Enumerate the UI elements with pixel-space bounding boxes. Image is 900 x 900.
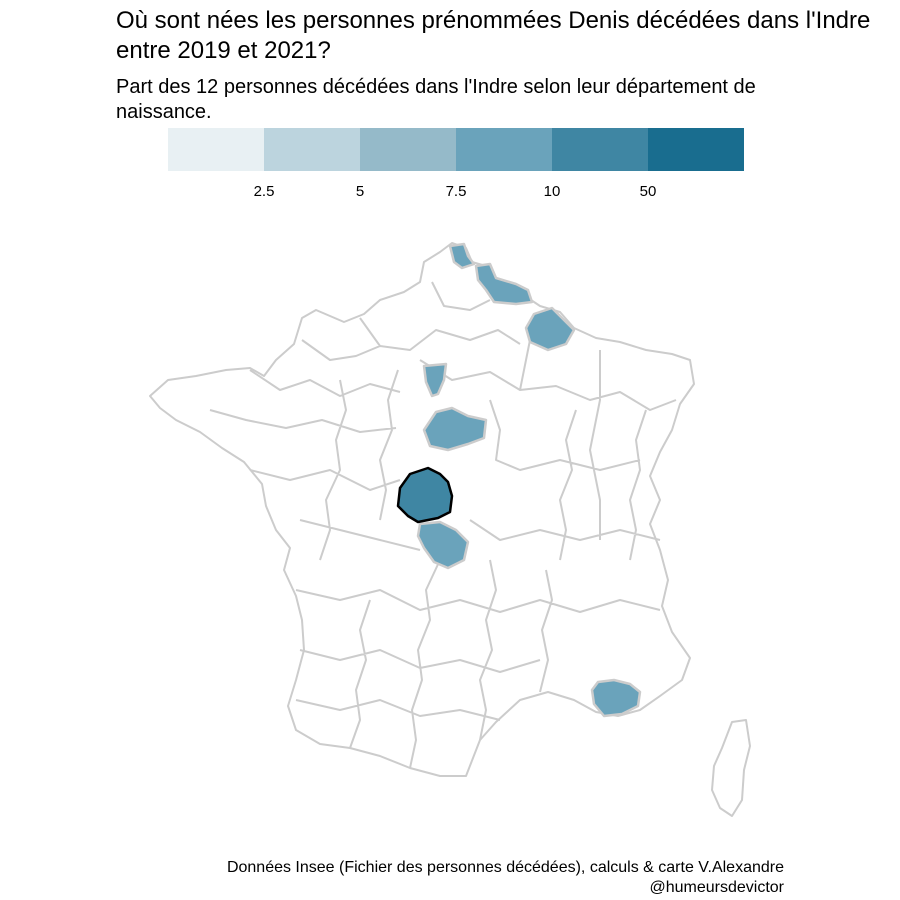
legend-tick-label: 5 xyxy=(355,183,365,200)
department-indre xyxy=(396,466,454,524)
legend-swatch-3 xyxy=(360,128,456,171)
department-pas-de-calais xyxy=(448,242,476,270)
highlighted-departments xyxy=(396,242,642,718)
department-marne xyxy=(524,306,576,352)
department-borders xyxy=(149,242,751,817)
legend-tick-label: 7.5 xyxy=(445,183,467,200)
department-nord xyxy=(474,262,534,306)
chart-title: Où sont nées les personnes prénommées De… xyxy=(116,7,871,64)
corsica-outline xyxy=(711,719,751,817)
legend-swatch-6 xyxy=(648,128,744,171)
legend-tick-label: 10 xyxy=(543,183,561,200)
legend-swatch-2 xyxy=(264,128,360,171)
source-caption: Données Insee (Fichier des personnes déc… xyxy=(226,859,784,896)
chart-subtitle: Part des 12 personnes décédées dans l'In… xyxy=(116,76,756,123)
department-var xyxy=(590,678,642,718)
department-lines xyxy=(209,281,677,769)
department-eure-et-loir xyxy=(422,362,448,398)
department-loiret xyxy=(422,406,488,452)
legend-swatch-4 xyxy=(456,128,552,171)
legend-swatch-5 xyxy=(552,128,648,171)
legend-swatch-1 xyxy=(168,128,264,171)
france-outline xyxy=(149,242,695,777)
legend-tick-label: 2.5 xyxy=(253,183,275,200)
legend-tick-labels: 2.5 5 7.5 10 50 xyxy=(168,183,744,203)
legend-tick-label: 50 xyxy=(639,183,657,200)
department-creuse xyxy=(416,520,470,570)
color-legend xyxy=(168,128,744,171)
